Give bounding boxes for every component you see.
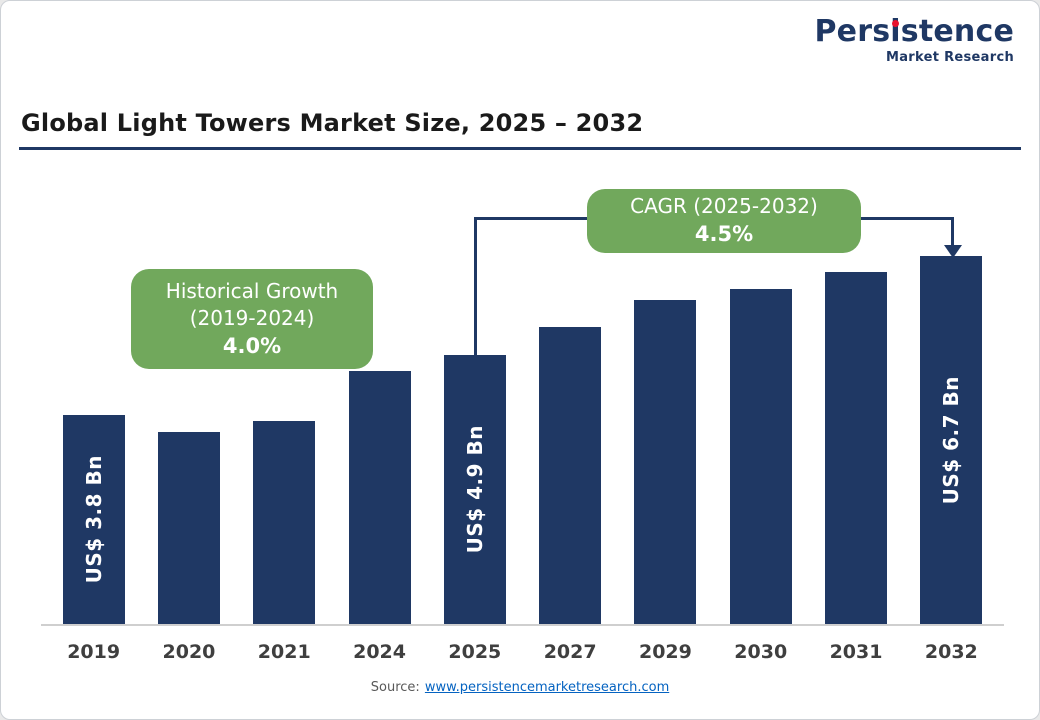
x-axis-slot: 2027 (522, 641, 617, 663)
x-axis-slot: 2030 (713, 641, 808, 663)
bar-slot: US$ 4.9 Bn (427, 354, 522, 624)
bar-slot (141, 431, 236, 624)
source-link[interactable]: www.persistencemarketresearch.com (424, 680, 670, 695)
x-axis-label: 2025 (448, 641, 502, 663)
bar-2031 (825, 272, 888, 624)
x-axis-line (41, 624, 1004, 626)
source-line: Source: www.persistencemarketresearch.co… (1, 676, 1039, 695)
bar-value-label: US$ 3.8 Bn (81, 455, 106, 584)
bar-value-label: US$ 6.7 Bn (939, 375, 964, 504)
x-axis-slot: 2032 (904, 641, 999, 663)
cagr-arrowhead-icon (944, 245, 962, 258)
bar-slot (618, 299, 713, 624)
callout-value: 4.0% (222, 333, 282, 358)
title-underline (19, 147, 1021, 150)
bar-slot (332, 371, 427, 624)
source-label: Source: (370, 680, 420, 695)
bar-slot (522, 327, 617, 624)
bar-2024 (348, 371, 411, 624)
pmr-logo: Persi stence Market Research (814, 17, 1014, 66)
bar-chart: Historical Growth (2019-2024) 4.0% CAGR … (1, 161, 1039, 719)
callout-text: Historical Growth (165, 278, 339, 303)
bar-slot (808, 272, 903, 624)
x-axis-slot: 2019 (46, 641, 141, 663)
x-axis-label: 2020 (162, 641, 216, 663)
callout-text: (2019-2024) (189, 305, 315, 330)
x-axis-slot: 2021 (237, 641, 332, 663)
x-axis-label: 2021 (257, 641, 311, 663)
historical-growth-callout: Historical Growth (2019-2024) 4.0% (131, 269, 373, 369)
callout-text: CAGR (2025-2032) (630, 194, 818, 219)
bar-2030 (729, 288, 792, 624)
logo-name-part: Pers (814, 14, 891, 49)
bar-value-label: US$ 4.9 Bn (462, 425, 487, 554)
cagr-bracket-right-line (951, 217, 954, 245)
x-axis-label: 2030 (734, 641, 788, 663)
x-axis-slot: 2029 (618, 641, 713, 663)
x-axis-slot: 2031 (808, 641, 903, 663)
x-axis-slot: 2025 (427, 641, 522, 663)
x-axis-label: 2027 (543, 641, 597, 663)
chart-title: Global Light Towers Market Size, 2025 – … (21, 109, 644, 137)
bar-slot: US$ 3.8 Bn (46, 415, 141, 624)
logo-letter-i: i (890, 17, 900, 47)
bar-slot: US$ 6.7 Bn (904, 255, 999, 624)
callout-value: 4.5% (694, 222, 754, 247)
bar-slot (237, 420, 332, 624)
bar-2019: US$ 3.8 Bn (62, 415, 125, 624)
x-axis-label: 2024 (353, 641, 406, 663)
bar-2021 (253, 420, 316, 624)
bar-2029 (634, 299, 697, 624)
logo-subtitle: Market Research (886, 50, 1014, 65)
bar-slot (713, 288, 808, 624)
x-axis-slot: 2024 (332, 641, 427, 663)
cagr-bracket-left-line (474, 217, 477, 357)
logo-red-dot-icon (892, 20, 900, 27)
x-axis-slot: 2020 (141, 641, 236, 663)
bar-2020 (157, 431, 220, 624)
logo-name-part: stence (900, 14, 1014, 49)
bars-row: US$ 3.8 Bn US$ 4.9 Bn US$ 6.7 Bn (46, 255, 999, 624)
x-axis-label: 2019 (67, 641, 121, 663)
bar-2027 (539, 327, 602, 624)
x-axis-label: 2031 (829, 641, 883, 663)
x-axis-label: 2032 (924, 641, 978, 663)
x-axis-labels-row: 2019 2020 2021 2024 2025 2027 2029 2030 2031 2032 (46, 641, 999, 663)
logo-name-part: i (890, 14, 901, 49)
x-axis-label: 2029 (638, 641, 692, 663)
cagr-callout: CAGR (2025-2032) 4.5% (587, 189, 861, 253)
bar-2025: US$ 4.9 Bn (443, 354, 506, 624)
bar-2032: US$ 6.7 Bn (920, 255, 983, 624)
logo-name: Persi stence (814, 17, 1014, 47)
